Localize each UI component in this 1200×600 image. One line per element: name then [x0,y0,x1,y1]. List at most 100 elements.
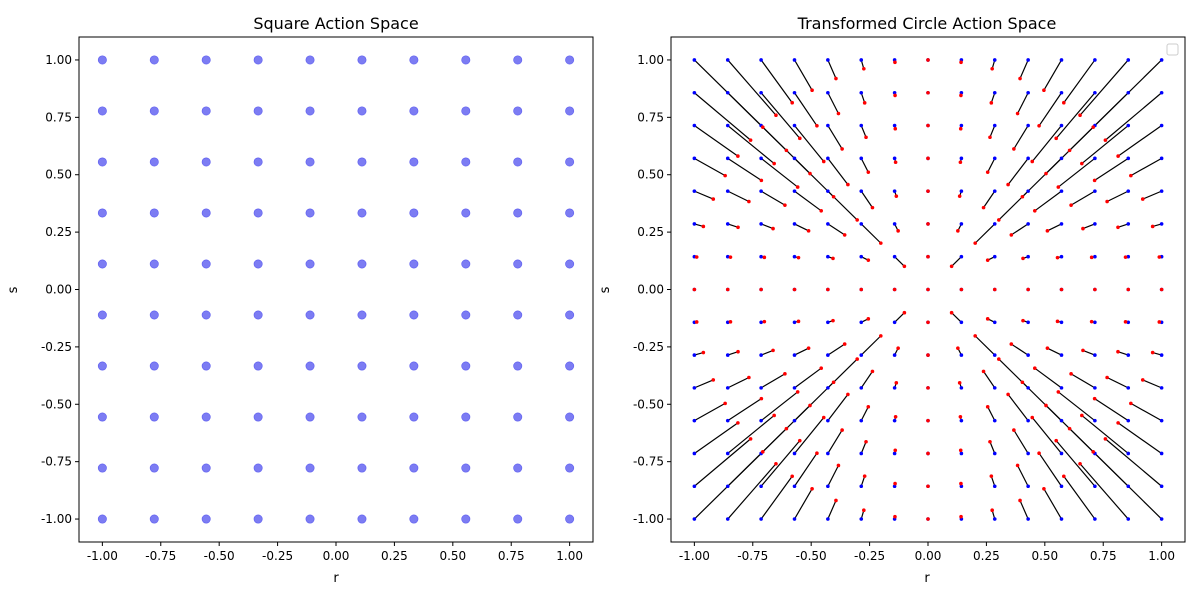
mapping-connector-line [1055,92,1096,139]
transformed-point [1015,463,1020,468]
square-grid-point [149,106,159,116]
original-point [1059,222,1064,226]
square-grid-point [201,514,211,524]
original-point [1026,58,1030,62]
transformed-point [1067,148,1072,153]
mapping-connector-line [1038,452,1062,487]
original-point [859,254,864,259]
transformed-point [759,287,763,292]
mapping-connector-line [1017,465,1029,487]
square-grid-point [409,514,419,524]
transformed-point [926,484,930,489]
original-point [959,353,964,357]
left-y-ticks: 1.00 0.75 0.50 0.25 0.00 -0.25 -0.50 -0.75 -1.00 [41,53,79,526]
transformed-point [1021,256,1025,261]
transformed-point [1054,438,1059,443]
transformed-point [1081,348,1085,353]
mapping-connector-line [1130,157,1162,177]
original-point [1093,386,1097,390]
mapping-connector-line [1043,59,1063,91]
transformed-point [992,287,997,292]
original-point [826,222,830,226]
transformed-point [893,481,897,486]
transformed-point [784,426,789,431]
mapping-connector-line [760,223,774,230]
transformed-point [760,450,765,454]
square-grid-point [149,463,159,473]
mapping-connector-line [1079,463,1129,520]
original-point [759,58,763,62]
square-grid-point [357,208,367,218]
mapping-connector-line [974,223,996,244]
right-x-ticks: -1.00 -0.75 -0.50 -0.25 0.00 0.25 0.50 0.75 1.00 [679,542,1175,563]
transformed-point [797,438,802,443]
transformed-point [1080,413,1084,418]
square-grid-point [305,55,315,65]
original-point [725,517,730,521]
square-grid-point [357,106,367,116]
mapping-connector-line [860,223,882,244]
transformed-point [762,319,767,324]
mapping-connector-line [1094,398,1129,422]
transformed-point [988,135,992,140]
original-point [1059,484,1064,489]
transformed-point [997,357,1001,361]
mapping-connector-line [760,190,786,206]
square-grid-point [565,208,575,218]
original-point [759,484,763,489]
transformed-point [759,396,764,401]
mapping-connector-line [1094,157,1129,181]
transformed-point [1032,208,1037,213]
transformed-point [864,439,868,444]
original-point [1126,517,1131,521]
mapping-connector-line [794,92,818,127]
mapping-connector-line [827,343,846,356]
original-point [1159,123,1164,128]
transformed-point [819,208,824,213]
square-grid-point [97,208,107,218]
transformed-point [1042,487,1046,491]
transformed-point [949,310,954,315]
transformed-point [810,487,814,491]
left-x-tick-label: 1.00 [556,549,583,563]
transformed-point [790,474,794,479]
transformed-point [1030,415,1035,420]
original-point [1093,189,1097,193]
square-grid-point [97,514,107,524]
square-grid-point [97,412,107,422]
original-point [1126,90,1131,95]
original-point [959,189,964,193]
square-grid-point [565,259,575,269]
square-grid-point [305,514,315,524]
original-point [792,484,797,489]
square-grid-point [565,514,575,524]
original-point [859,90,864,95]
left-y-tick-label: 0.00 [45,283,72,297]
square-grid-point [253,157,263,167]
mapping-connector-line [827,125,843,150]
left-x-ticks: -1.00 -0.75 -0.50 -0.25 0.00 0.25 0.50 0.75 1.00 [87,542,583,563]
mapping-connector-line [827,59,837,79]
square-grid-point [409,157,419,167]
original-point [992,156,997,161]
transformed-point [1150,224,1155,229]
transformed-point [866,258,871,262]
mapping-connector-line [727,190,750,203]
mapping-connector-line [794,347,809,356]
transformed-point [792,287,797,292]
left-x-tick-label: -0.75 [145,549,176,563]
square-grid-point [357,463,367,473]
transformed-point [1054,136,1059,141]
square-grid-point [409,55,419,65]
original-point [792,418,797,423]
original-point [959,123,964,128]
mapping-connector-line [1043,488,1063,520]
mapping-connector-line [894,312,905,323]
transformed-point [1069,372,1073,376]
mapping-connector-line [1057,157,1096,188]
transformed-point [846,182,850,187]
original-point [892,320,897,325]
transformed-point [1092,178,1097,183]
original-point [759,418,763,423]
original-point [959,484,964,489]
